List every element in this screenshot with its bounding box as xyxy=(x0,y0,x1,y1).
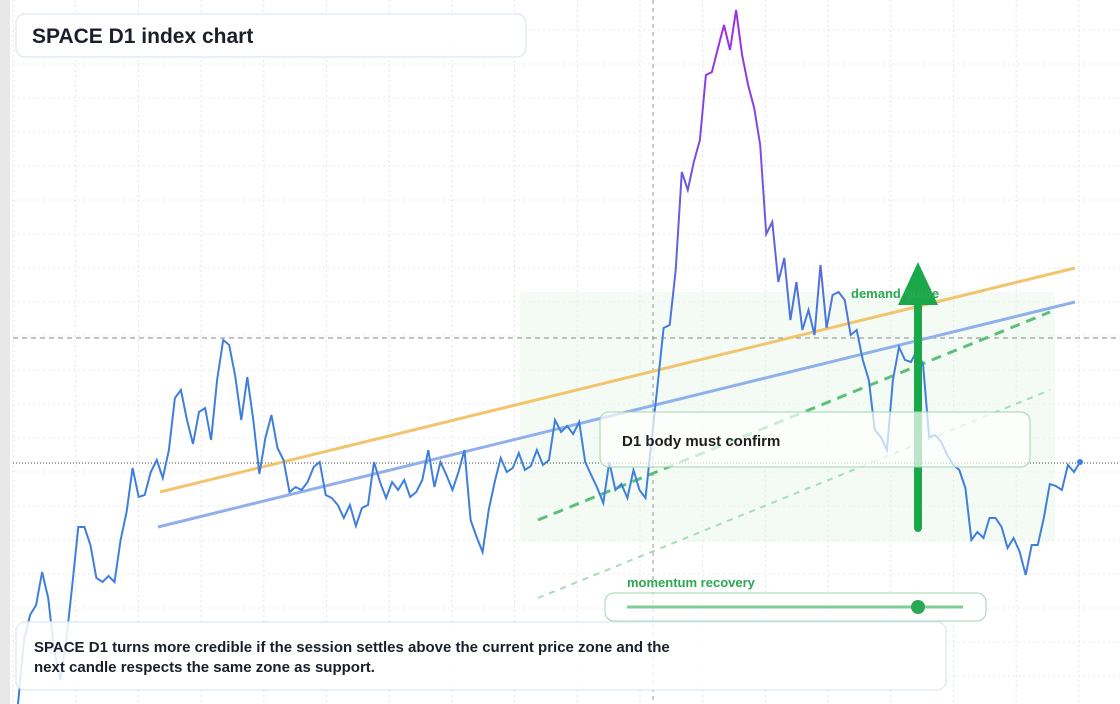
edge xyxy=(0,0,10,704)
last-point xyxy=(1077,459,1083,465)
arrow-head xyxy=(898,262,938,305)
caption-box xyxy=(15,621,947,691)
trend-orange xyxy=(159,266,1076,494)
slider-knob xyxy=(911,600,925,614)
annotation: demand guide xyxy=(851,286,939,301)
annotation: momentum recovery xyxy=(627,575,756,590)
note-box xyxy=(599,411,1031,468)
chart-title: SPACE D1 index chart xyxy=(32,25,253,48)
annotation: D1 body must confirm xyxy=(622,433,780,450)
title-box xyxy=(15,13,527,58)
price-line-series xyxy=(17,9,1081,704)
caption-wrap: SPACE D1 turns more credible if the sess… xyxy=(34,639,670,676)
caption: SPACE D1 turns more credible if the sess… xyxy=(34,639,670,676)
